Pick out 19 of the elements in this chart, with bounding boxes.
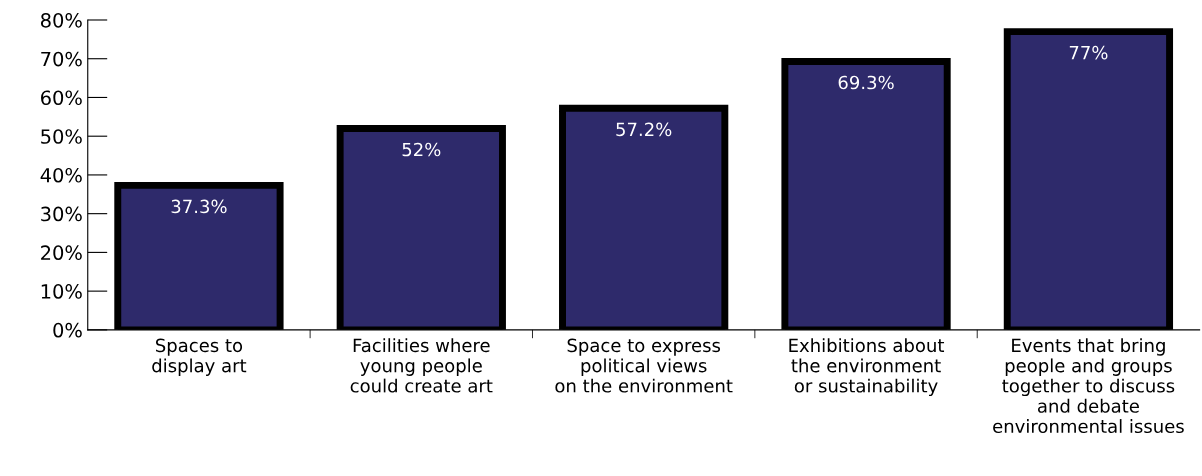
x-tick-label: Facilities where young people could create art [350,338,493,393]
data-label: 69.3% [838,75,894,90]
x-tick-label: Events that bring people and groups together to discuss and debate environmental issues [993,338,1184,434]
data-label: 37.3% [171,199,227,214]
y-tick-label: 30% [41,206,82,222]
data-label: 77% [1069,45,1108,60]
y-tick-label: 70% [41,51,82,67]
y-tick-label: 50% [41,129,82,144]
x-tick-label: Space to express political views on the environment [555,338,733,393]
y-tick-label: 80% [40,12,82,28]
y-tick-label: 10% [41,284,82,299]
y-tick-label: 60% [41,90,82,106]
x-tick-label: Spaces to display art [152,338,247,376]
data-label: 57.2% [616,122,672,137]
x-tick-label: Exhibitions about the environment or sustainability [789,338,945,397]
data-label: 52% [402,142,441,157]
y-tick-label: 0% [53,322,82,338]
y-tick-label: 20% [41,245,82,261]
y-tick-label: 40% [40,167,82,183]
